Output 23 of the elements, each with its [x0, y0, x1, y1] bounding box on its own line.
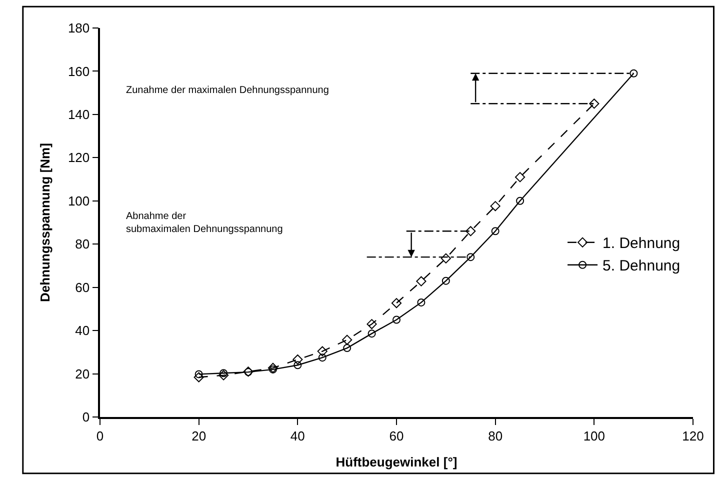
y-axis-title: Dehnungsspannung [Nm] [37, 143, 52, 302]
y-tick-label: 40 [75, 323, 90, 338]
y-tick-label: 120 [68, 150, 90, 166]
y-tick-label: 0 [82, 410, 90, 425]
legend-label: 5. Dehnung [602, 258, 680, 275]
x-axis-title: Hüftbeugewinkel [°] [336, 454, 458, 470]
annotation: Zunahme der maximalen Dehnungsspannung [126, 85, 329, 96]
y-tick-label: 100 [68, 193, 90, 208]
x-tick-label: 100 [583, 428, 606, 444]
annotation: Abnahme der submaximalen Dehnungsspannung [126, 211, 283, 235]
x-tick-label: 0 [96, 428, 104, 444]
x-tick-label: 40 [290, 428, 305, 444]
y-tick-label: 60 [75, 280, 90, 295]
x-tick-label: 20 [192, 428, 206, 444]
y-tick-label: 20 [75, 366, 90, 382]
x-tick-label: 80 [488, 428, 503, 444]
y-tick-label: 160 [68, 64, 90, 79]
y-tick-label: 180 [68, 20, 90, 36]
x-tick-label: 120 [682, 428, 704, 444]
x-tick-label: 60 [389, 428, 404, 444]
y-tick-label: 140 [68, 106, 90, 122]
legend-label: 1. Dehnung [602, 235, 680, 252]
y-tick-label: 80 [75, 236, 90, 252]
